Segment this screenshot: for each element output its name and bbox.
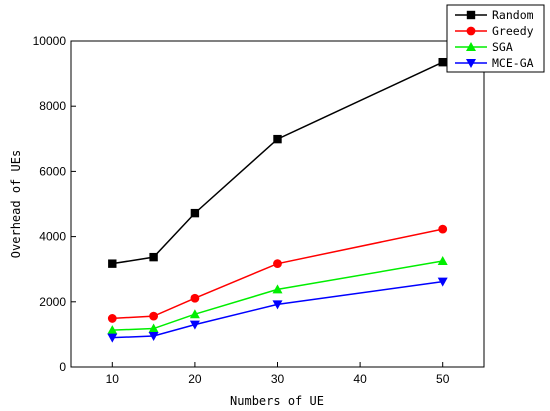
data-point-sga [107, 325, 118, 335]
data-point-greedy [438, 224, 448, 234]
legend-marker-sga [466, 42, 476, 51]
data-point-greedy [273, 259, 282, 269]
legend-label-random: Random [492, 8, 534, 22]
data-point-random [108, 259, 117, 268]
legend-label-sga: SGA [492, 40, 513, 54]
data-point-sga [148, 323, 159, 333]
x-axis-ticks: 10 20 30 40 50 [106, 362, 450, 386]
y-axis-ticks: 0 2000 4000 6000 8000 10000 [33, 34, 76, 374]
y-axis-title: Overhead of UEs [9, 150, 23, 258]
data-point-mce-ga [272, 300, 283, 310]
legend-marker-greedy [466, 26, 476, 36]
x-tick-label: 40 [353, 372, 367, 386]
data-point-mce-ga [148, 332, 159, 342]
series-lines [112, 61, 444, 339]
legend: Random Greedy SGA MCE-GA [446, 4, 545, 73]
y-tick-label: 0 [59, 360, 66, 374]
y-tick-label: 6000 [39, 164, 66, 178]
data-point-random [149, 252, 158, 262]
data-point-mce-ga [437, 277, 448, 287]
series-markers [107, 57, 448, 343]
data-point-greedy [107, 314, 117, 323]
data-point-mce-ga [107, 333, 118, 343]
data-point-sga [189, 309, 200, 319]
data-point-greedy [190, 293, 200, 303]
data-point-random [273, 134, 282, 144]
x-tick-label: 30 [271, 372, 285, 386]
legend-label-mce-ga: MCE-GA [492, 56, 534, 70]
x-tick-label: 50 [436, 372, 450, 386]
y-tick-label: 8000 [39, 99, 66, 113]
legend-label-greedy: Greedy [492, 24, 534, 38]
series-line-random [112, 61, 444, 265]
plot-area-frame [70, 40, 485, 368]
legend-box [446, 4, 545, 73]
data-point-random [438, 57, 447, 67]
y-tick-label: 10000 [33, 34, 67, 48]
data-point-mce-ga [189, 320, 200, 330]
y-tick-label: 2000 [39, 295, 66, 309]
data-point-random [190, 208, 200, 218]
data-point-greedy [149, 311, 159, 321]
x-tick-label: 20 [188, 372, 202, 386]
x-tick-label: 10 [106, 372, 120, 386]
y-tick-label: 4000 [39, 230, 66, 244]
series-line-sga [112, 260, 443, 331]
data-point-sga [272, 284, 283, 294]
legend-marker-mce-ga [466, 59, 476, 68]
x-axis-title: Numbers of UE [230, 394, 324, 408]
legend-marker-random [466, 10, 476, 20]
data-point-sga [437, 256, 448, 266]
